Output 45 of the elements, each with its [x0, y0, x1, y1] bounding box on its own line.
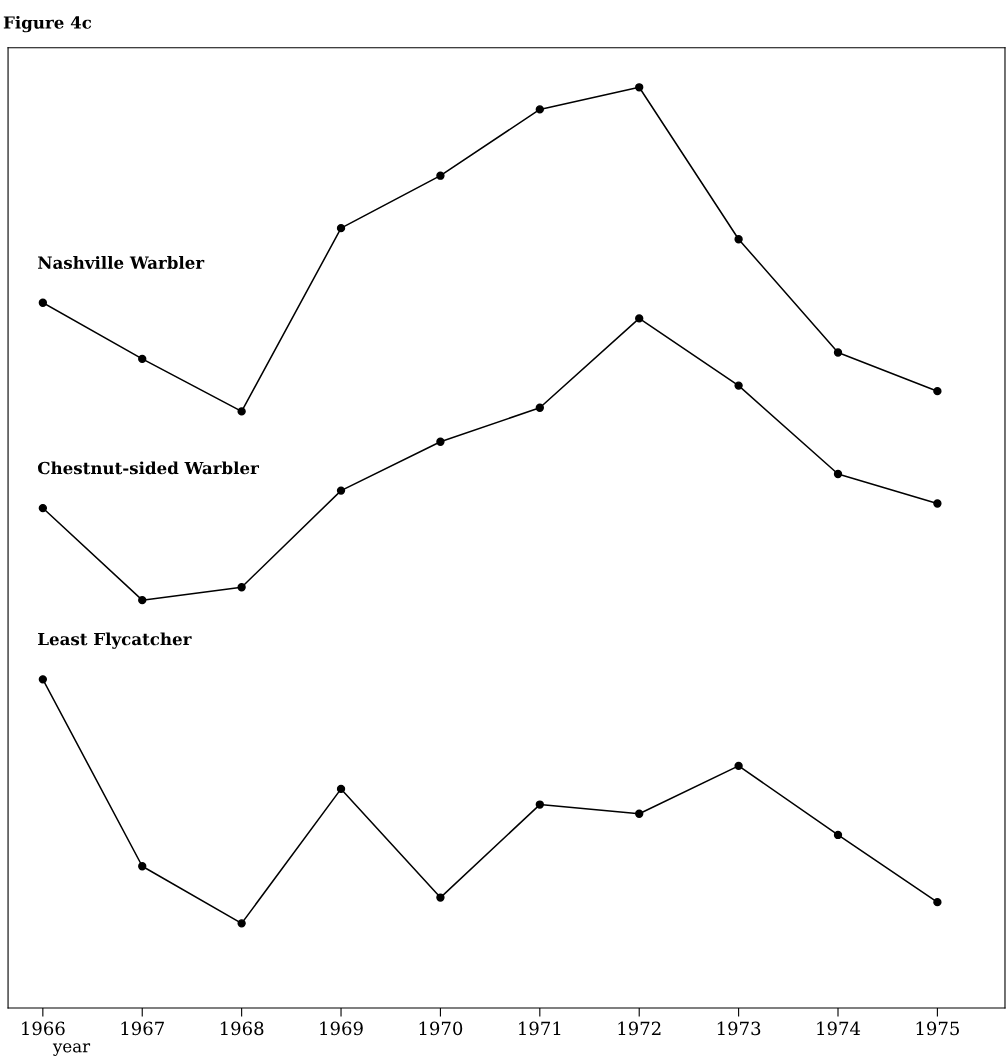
point	[535, 105, 544, 114]
x-tick-label: 1968	[220, 1021, 264, 1036]
x-tick-label: 1970	[419, 1021, 463, 1036]
series-label: Chestnut-sided Warbler	[37, 461, 260, 475]
point	[833, 830, 843, 840]
point	[138, 354, 147, 364]
point	[734, 235, 743, 244]
point	[734, 381, 743, 390]
chart-title: Figure 4c	[3, 15, 92, 33]
point	[635, 83, 644, 92]
point	[535, 800, 544, 809]
point	[833, 348, 843, 357]
series-label: Nashville Warbler	[38, 256, 205, 269]
x-tick-label: 1971	[519, 1021, 561, 1036]
point	[933, 499, 942, 508]
point	[38, 298, 48, 307]
point	[237, 407, 246, 416]
point	[535, 403, 544, 412]
x-tick-label: 1974	[817, 1021, 861, 1036]
series-label: Least Flycatcher	[38, 632, 192, 649]
point	[237, 583, 246, 592]
point	[933, 386, 942, 396]
point	[138, 862, 147, 871]
point	[138, 595, 147, 605]
point	[336, 784, 346, 794]
x-axis-title: year	[52, 1043, 91, 1056]
point	[933, 898, 942, 907]
x-tick-label: 1975	[916, 1021, 959, 1036]
x-tick-label: 1969	[320, 1021, 363, 1036]
point	[336, 486, 346, 495]
point	[635, 809, 644, 818]
point	[635, 314, 644, 323]
x-tick-label: 1966	[22, 1021, 65, 1036]
point	[38, 503, 48, 513]
point	[237, 919, 246, 928]
point	[436, 893, 445, 902]
point	[833, 469, 843, 479]
x-tick-label: 1967	[121, 1021, 164, 1036]
x-tick-label: 1973	[717, 1021, 761, 1036]
x-tick-label: 1972	[618, 1021, 661, 1036]
point	[436, 171, 445, 180]
point	[38, 675, 48, 684]
point	[336, 224, 346, 233]
point	[436, 437, 445, 446]
point	[734, 761, 743, 771]
